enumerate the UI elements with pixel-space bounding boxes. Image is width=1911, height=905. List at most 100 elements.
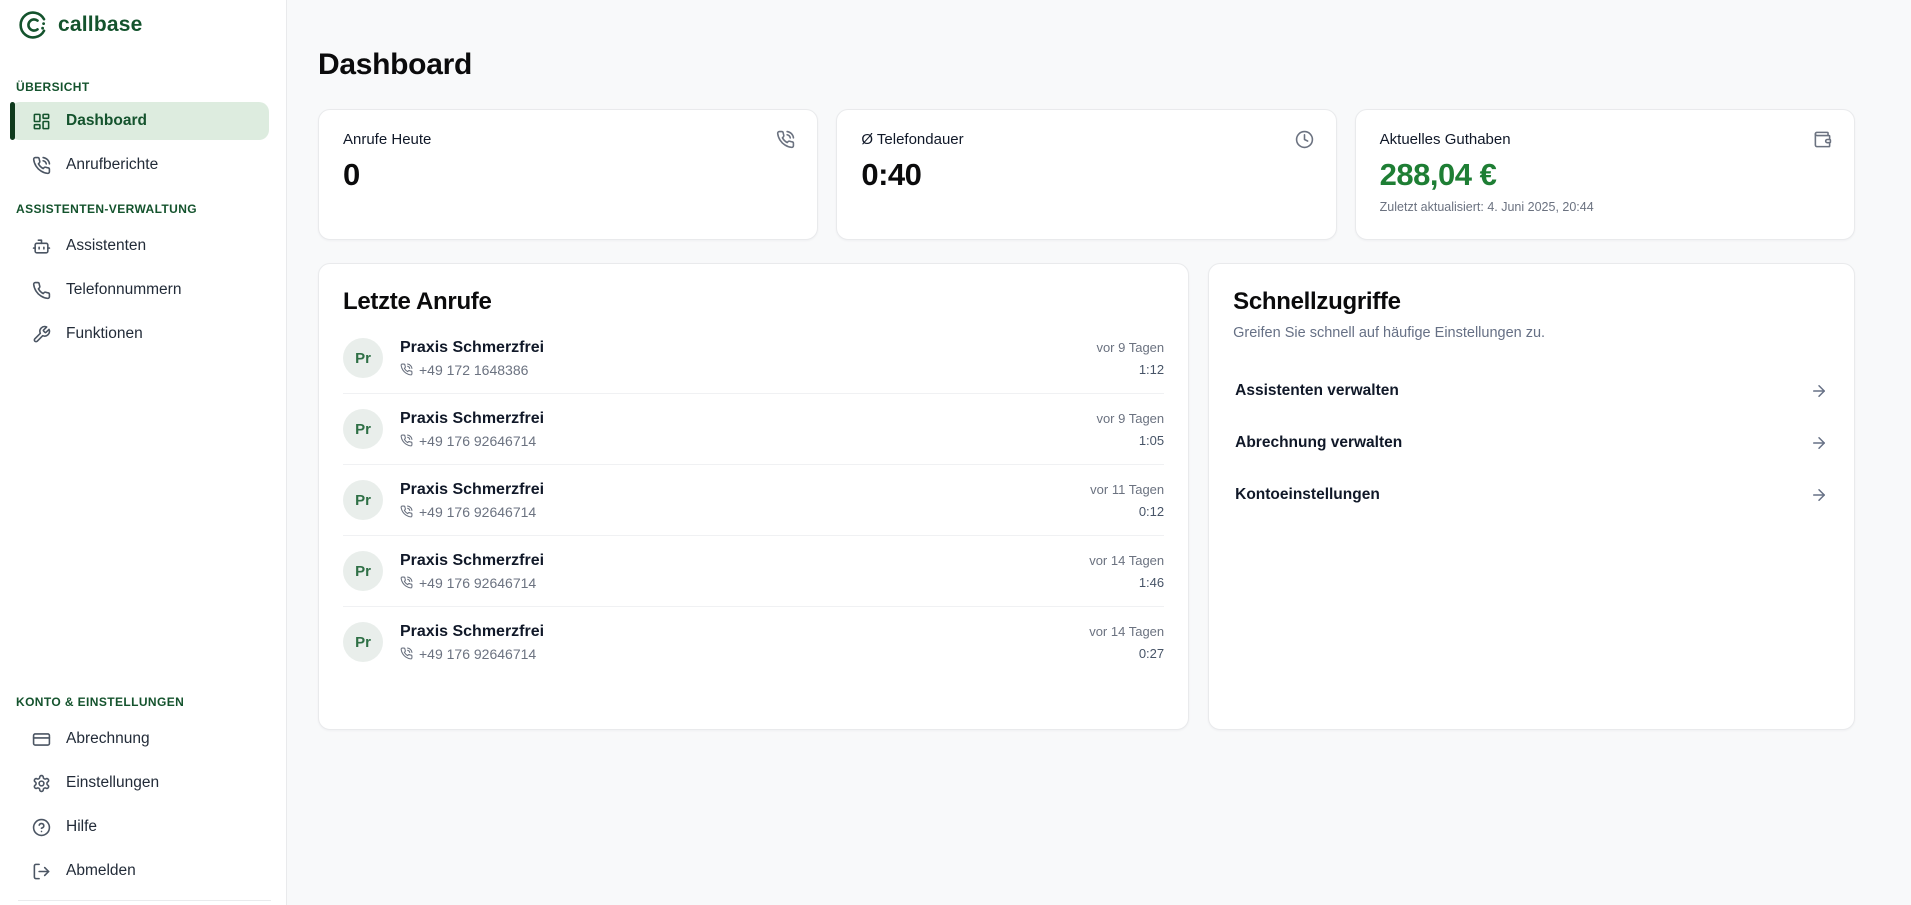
call-list-item[interactable]: Pr Praxis Schmerzfrei +49 176 92646714 v…: [343, 536, 1165, 607]
sidebar-item-telefonnummern[interactable]: Telefonnummern: [10, 271, 269, 309]
quick-link-label: Abrechnung verwalten: [1235, 434, 1403, 451]
stats-grid: Anrufe Heute 0 Ø Telefondauer 0:40 Aktue…: [318, 109, 1855, 240]
sidebar-item-label: Hilfe: [66, 818, 98, 835]
quick-access-title: Schnellzugriffe: [1233, 288, 1401, 315]
phone-call-icon: [400, 647, 413, 660]
main-content: Dashboard Anrufe Heute 0 Ø Telefondauer …: [287, 0, 1911, 730]
quick-link-label: Assistenten verwalten: [1235, 382, 1399, 399]
sidebar-section-assistenten-verwaltung: ASSISTENTEN-VERWALTUNG: [16, 202, 198, 216]
sidebar-item-hilfe[interactable]: Hilfe: [10, 808, 269, 846]
brand-name: callbase: [58, 13, 143, 36]
call-phone-number: +49 176 92646714: [419, 574, 537, 591]
phone-call-icon: [400, 434, 413, 447]
sidebar-item-label: Abrechnung: [66, 730, 150, 747]
stat-label: Anrufe Heute: [343, 131, 432, 148]
call-duration: 1:05: [1138, 432, 1165, 448]
call-duration: 1:12: [1138, 361, 1165, 377]
avatar: Pr: [343, 480, 383, 520]
call-list-item[interactable]: Pr Praxis Schmerzfrei +49 176 92646714 v…: [343, 465, 1165, 536]
sidebar-item-label: Funktionen: [66, 325, 143, 342]
call-duration: 1:46: [1138, 574, 1165, 590]
quick-link-kontoeinstellungen[interactable]: Kontoeinstellungen: [1233, 469, 1830, 521]
quick-access-panel: Schnellzugriffe Greifen Sie schnell auf …: [1208, 263, 1855, 730]
sidebar: callbase ÜBERSICHT Dashboard Anrufberich…: [0, 0, 287, 905]
stat-value-balance: 288,04 €: [1379, 157, 1497, 192]
sidebar-item-funktionen[interactable]: Funktionen: [10, 315, 269, 353]
brand-logo[interactable]: callbase: [18, 10, 269, 40]
call-phone-number: +49 176 92646714: [419, 503, 537, 520]
sidebar-item-abrechnung[interactable]: Abrechnung: [10, 720, 269, 758]
call-list: Pr Praxis Schmerzfrei +49 172 1648386 vo…: [343, 323, 1165, 677]
call-duration: 0:12: [1138, 503, 1165, 519]
sidebar-section-konto-einstellungen: KONTO & EINSTELLUNGEN: [16, 695, 185, 709]
stat-card-anrufe-heute: Anrufe Heute 0: [318, 109, 819, 240]
stat-last-updated: Zuletzt aktualisiert: 4. Juni 2025, 20:4…: [1379, 200, 1594, 214]
sidebar-item-abmelden[interactable]: Abmelden: [10, 852, 269, 890]
sidebar-item-label: Dashboard: [66, 112, 147, 129]
call-name: Praxis Schmerzfrei: [400, 622, 545, 640]
call-time-ago: vor 11 Tagen: [1090, 481, 1165, 497]
gear-icon: [32, 774, 51, 793]
call-name: Praxis Schmerzfrei: [400, 480, 545, 498]
call-list-item[interactable]: Pr Praxis Schmerzfrei +49 172 1648386 vo…: [343, 323, 1165, 394]
logout-icon: [32, 862, 51, 881]
sidebar-item-assistenten[interactable]: Assistenten: [10, 227, 269, 265]
layout-dashboard-icon: [32, 112, 51, 131]
sidebar-item-anrufberichte[interactable]: Anrufberichte: [10, 146, 269, 184]
sidebar-item-einstellungen[interactable]: Einstellungen: [10, 764, 269, 802]
wrench-icon: [32, 325, 51, 344]
stat-label: Aktuelles Guthaben: [1379, 131, 1511, 148]
call-time-ago: vor 14 Tagen: [1089, 552, 1165, 568]
credit-card-icon: [32, 730, 51, 749]
quick-links-list: Assistenten verwalten Abrechnung verwalt…: [1233, 365, 1830, 521]
sidebar-item-label: Telefonnummern: [66, 281, 182, 298]
call-list-item[interactable]: Pr Praxis Schmerzfrei +49 176 92646714 v…: [343, 607, 1164, 677]
sidebar-section-uebersicht: ÜBERSICHT: [16, 80, 90, 94]
sidebar-item-label: Assistenten: [66, 237, 147, 254]
phone-call-icon: [400, 363, 413, 376]
recent-calls-title: Letzte Anrufe: [343, 288, 492, 315]
call-name: Praxis Schmerzfrei: [400, 338, 545, 356]
sidebar-divider: [18, 900, 271, 901]
call-phone-number: +49 176 92646714: [419, 432, 537, 449]
avatar: Pr: [343, 551, 383, 591]
page-title: Dashboard: [318, 48, 472, 81]
phone-icon: [32, 281, 51, 300]
stat-card-telefondauer: Ø Telefondauer 0:40: [836, 109, 1337, 240]
avatar: Pr: [343, 338, 383, 378]
quick-link-assistenten-verwalten[interactable]: Assistenten verwalten: [1233, 365, 1830, 417]
call-phone-number: +49 176 92646714: [419, 645, 537, 662]
arrow-right-icon: [1810, 434, 1828, 452]
recent-calls-panel: Letzte Anrufe Pr Praxis Schmerzfrei +49 …: [318, 263, 1190, 730]
stat-value: 0: [343, 157, 360, 192]
stat-card-guthaben: Aktuelles Guthaben 288,04 € Zuletzt aktu…: [1354, 109, 1855, 240]
avatar: Pr: [343, 622, 383, 662]
stat-label: Ø Telefondauer: [861, 131, 964, 148]
call-time-ago: vor 9 Tagen: [1096, 410, 1165, 426]
quick-link-abrechnung-verwalten[interactable]: Abrechnung verwalten: [1233, 417, 1830, 469]
sidebar-item-dashboard[interactable]: Dashboard: [10, 102, 269, 140]
quick-link-label: Kontoeinstellungen: [1235, 486, 1380, 503]
callbase-logo-icon: [19, 11, 46, 39]
arrow-right-icon: [1810, 486, 1828, 504]
call-name: Praxis Schmerzfrei: [400, 409, 545, 427]
call-phone-number: +49 172 1648386: [419, 361, 529, 378]
content-grid: Letzte Anrufe Pr Praxis Schmerzfrei +49 …: [318, 263, 1855, 730]
call-time-ago: vor 14 Tagen: [1089, 623, 1165, 639]
phone-call-icon: [776, 130, 795, 149]
arrow-right-icon: [1810, 382, 1828, 400]
phone-call-icon: [400, 576, 413, 589]
stat-value: 0:40: [861, 157, 922, 192]
call-list-item[interactable]: Pr Praxis Schmerzfrei +49 176 92646714 v…: [343, 394, 1165, 465]
wallet-icon: [1813, 130, 1832, 149]
phone-call-icon: [400, 505, 413, 518]
call-name: Praxis Schmerzfrei: [400, 551, 545, 569]
sidebar-item-label: Einstellungen: [66, 774, 160, 791]
quick-access-subtitle: Greifen Sie schnell auf häufige Einstell…: [1233, 325, 1546, 341]
bot-icon: [32, 237, 51, 256]
help-circle-icon: [32, 818, 51, 837]
phone-call-icon: [32, 156, 51, 175]
avatar: Pr: [343, 409, 383, 449]
call-time-ago: vor 9 Tagen: [1096, 339, 1165, 355]
call-duration: 0:27: [1138, 645, 1165, 661]
